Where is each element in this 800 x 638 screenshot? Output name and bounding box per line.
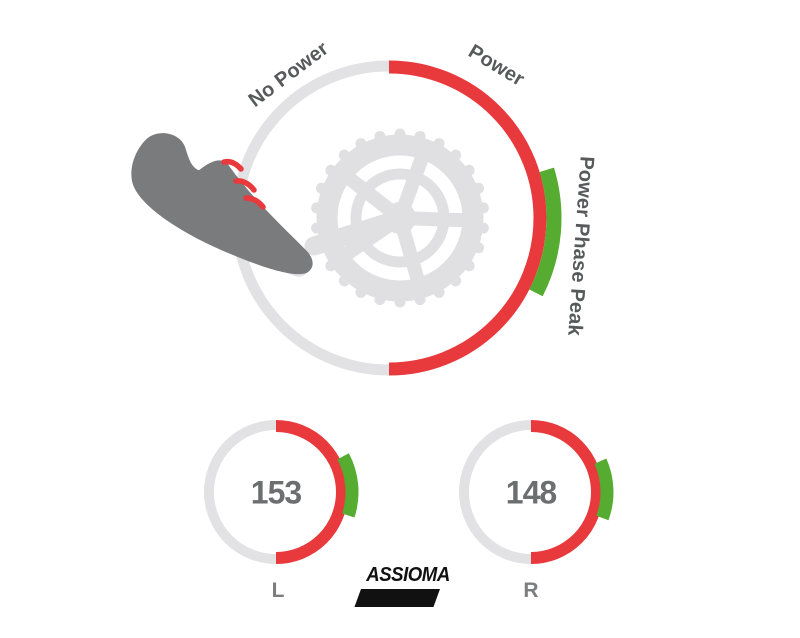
left-gauge-base-arc	[204, 420, 277, 564]
power-phase-peak-arc	[529, 167, 562, 297]
right-gauge-power-arc	[530, 420, 603, 564]
right-gauge-peak-arc	[594, 458, 614, 521]
crank-arm-icon	[304, 210, 406, 256]
power-arc	[388, 60, 547, 376]
left-gauge-power-arc	[275, 420, 348, 564]
left-power-value: 153	[250, 474, 302, 511]
chainring-icon	[311, 128, 489, 308]
right-gauge-base-arc	[459, 420, 532, 564]
left-gauge-peak-arc	[337, 453, 359, 518]
assioma-logo: ASSIOMA	[354, 564, 460, 607]
shoe-laces-icon	[221, 158, 266, 210]
right-power-value: 148	[505, 474, 557, 511]
assioma-logo-text: ASSIOMA	[366, 564, 450, 586]
left-gauge-label: L	[271, 579, 285, 602]
right-gauge-label: R	[523, 579, 539, 602]
shoe-icon	[131, 133, 313, 275]
assioma-logo-bar	[354, 589, 440, 607]
